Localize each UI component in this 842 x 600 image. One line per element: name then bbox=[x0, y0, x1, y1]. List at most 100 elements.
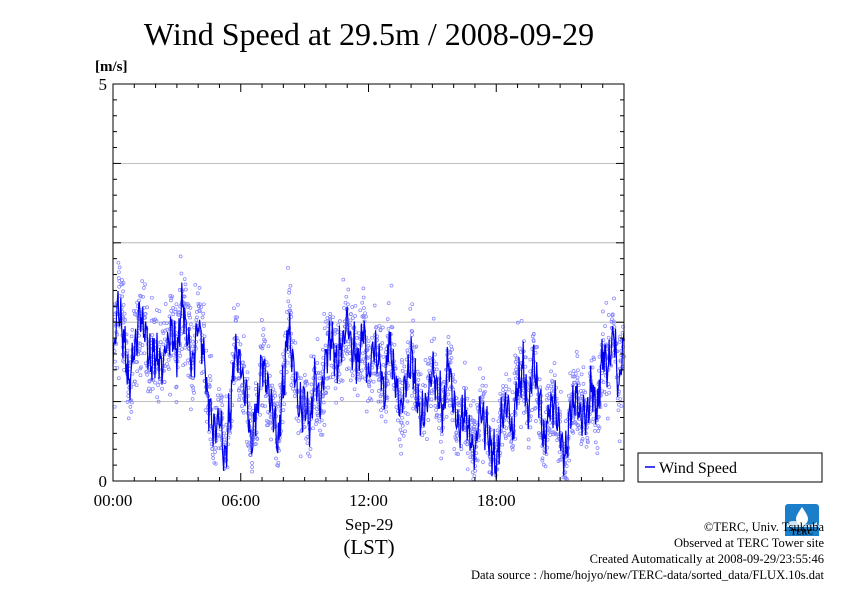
data-point bbox=[600, 332, 605, 337]
data-point bbox=[160, 386, 164, 391]
data-point bbox=[580, 437, 585, 441]
data-point bbox=[403, 429, 407, 434]
data-point bbox=[519, 425, 523, 430]
data-point bbox=[604, 300, 609, 305]
data-point bbox=[298, 454, 303, 459]
data-point bbox=[446, 392, 450, 397]
data-point bbox=[429, 339, 434, 344]
data-point bbox=[398, 443, 403, 448]
data-point bbox=[500, 442, 505, 447]
data-point bbox=[169, 309, 174, 313]
data-point bbox=[207, 354, 212, 359]
data-point bbox=[504, 426, 509, 431]
data-point bbox=[396, 418, 400, 423]
data-point bbox=[126, 416, 131, 421]
data-point bbox=[439, 439, 443, 444]
data-point bbox=[276, 463, 281, 468]
data-point bbox=[341, 357, 346, 361]
data-point bbox=[554, 432, 559, 437]
data-point bbox=[567, 458, 571, 463]
data-point bbox=[280, 420, 285, 424]
data-point bbox=[518, 395, 522, 400]
data-point bbox=[419, 388, 424, 393]
data-point bbox=[150, 333, 155, 337]
data-point bbox=[514, 376, 518, 381]
data-point bbox=[605, 416, 610, 421]
terc-logo-icon: TERC bbox=[785, 504, 819, 537]
data-point bbox=[190, 375, 195, 380]
data-point bbox=[219, 393, 223, 398]
data-point bbox=[350, 305, 355, 309]
data-point bbox=[348, 318, 353, 323]
data-point bbox=[400, 369, 405, 373]
data-point bbox=[357, 331, 361, 336]
data-point bbox=[190, 344, 195, 349]
data-point bbox=[433, 352, 437, 357]
data-point bbox=[377, 378, 381, 383]
data-point bbox=[402, 364, 407, 369]
data-point bbox=[120, 294, 124, 299]
data-point bbox=[177, 348, 182, 353]
data-point bbox=[501, 388, 505, 392]
data-point bbox=[447, 403, 452, 408]
data-point bbox=[503, 436, 508, 441]
data-point bbox=[369, 397, 374, 402]
data-point bbox=[570, 429, 575, 433]
data-point bbox=[509, 440, 514, 445]
data-point bbox=[562, 474, 567, 479]
data-point bbox=[264, 418, 269, 423]
data-point bbox=[380, 341, 385, 345]
data-point bbox=[400, 423, 405, 428]
data-point bbox=[213, 405, 218, 410]
data-point bbox=[116, 376, 121, 381]
data-point bbox=[360, 314, 365, 319]
data-point bbox=[513, 360, 518, 364]
data-point bbox=[112, 404, 117, 409]
data-point bbox=[154, 308, 159, 312]
data-point bbox=[516, 320, 520, 325]
data-point bbox=[328, 316, 333, 321]
data-point bbox=[285, 310, 289, 314]
data-point bbox=[552, 373, 557, 378]
data-point bbox=[397, 437, 402, 442]
data-point bbox=[278, 395, 283, 400]
data-point bbox=[260, 403, 265, 408]
data-point bbox=[289, 383, 294, 387]
data-point bbox=[158, 321, 163, 326]
data-point bbox=[263, 404, 267, 409]
data-point bbox=[336, 322, 341, 327]
data-point bbox=[306, 451, 310, 456]
x-tick-label: 12:00 bbox=[349, 491, 388, 510]
data-point bbox=[274, 456, 278, 461]
data-point bbox=[504, 384, 508, 389]
data-point bbox=[409, 329, 414, 333]
data-point bbox=[271, 387, 276, 392]
data-point bbox=[291, 338, 296, 343]
logo-text: TERC bbox=[791, 528, 813, 537]
data-point bbox=[192, 391, 196, 395]
data-point bbox=[371, 371, 376, 376]
data-point bbox=[581, 382, 586, 386]
data-point bbox=[317, 376, 322, 381]
data-point bbox=[600, 389, 605, 394]
data-point bbox=[381, 354, 386, 359]
data-point bbox=[163, 337, 167, 342]
x-tick-label: 06:00 bbox=[221, 491, 260, 510]
data-point bbox=[248, 415, 253, 420]
data-point bbox=[378, 399, 383, 404]
data-point bbox=[162, 380, 167, 384]
data-point bbox=[334, 400, 339, 405]
credit-copyright: ©TERC, Univ. Tsukuba bbox=[703, 520, 824, 534]
data-point bbox=[308, 447, 313, 451]
data-point bbox=[272, 390, 277, 395]
data-point bbox=[338, 319, 342, 323]
data-point bbox=[343, 345, 348, 349]
data-point bbox=[334, 328, 339, 332]
data-point bbox=[138, 373, 143, 378]
data-point bbox=[346, 345, 351, 349]
data-point bbox=[144, 370, 149, 374]
data-point bbox=[363, 311, 367, 316]
data-point bbox=[329, 363, 334, 368]
data-point bbox=[575, 378, 580, 383]
